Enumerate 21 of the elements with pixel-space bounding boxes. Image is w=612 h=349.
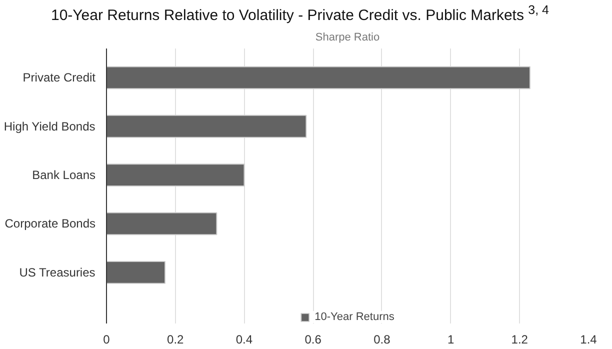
x-tick-label: 1 [447,332,454,346]
chart-subtitle: Sharpe Ratio [315,32,380,44]
chart-title: 10-Year Returns Relative to Volatility - Private Credit vs. Public Markets $^{3, 4}$ [50,2,550,26]
legend-label: 10-Year Returns [314,311,394,323]
bar [106,66,530,90]
x-tick-label: 0 [103,332,110,346]
x-tick-label: 0.6 [304,332,322,346]
y-tick-label: High Yield Bonds [4,119,96,134]
bar [106,164,245,186]
bar [106,212,218,236]
x-tick-label: 1.2 [511,332,528,346]
x-tick-label: 0.4 [236,332,253,346]
bar [106,114,307,138]
y-tick-label: Corporate Bonds [4,216,96,231]
y-tick-label: US Treasuries [19,265,96,280]
y-tick-label: Bank Loans [32,168,96,182]
bar [106,260,166,284]
x-tick-label: 0.8 [374,332,391,346]
y-tick-label: Private Credit [22,70,96,85]
x-tick-label: 0.2 [167,332,184,346]
x-tick-label: 1.4 [580,332,598,346]
